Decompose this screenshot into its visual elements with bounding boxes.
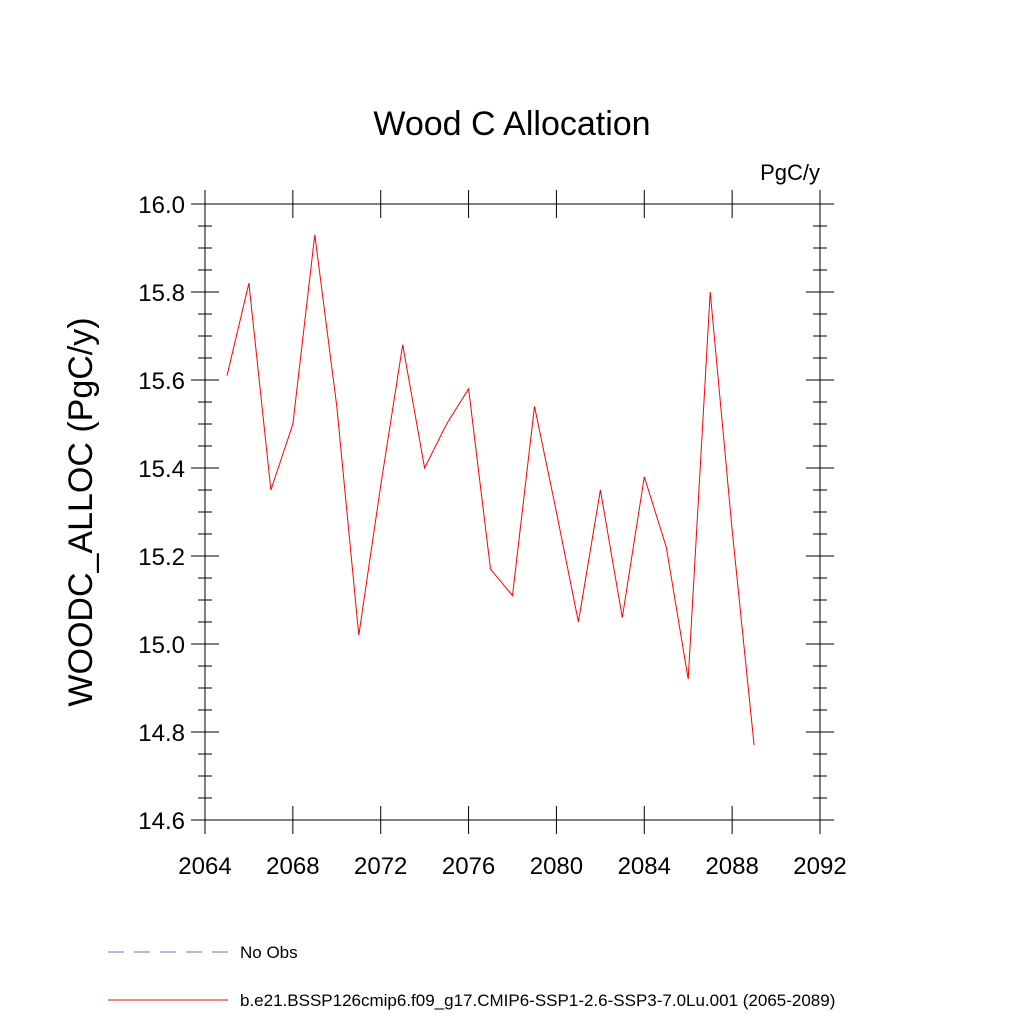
series-line — [226, 234, 755, 746]
y-tick-label: 15.6 — [138, 368, 185, 395]
legend-label: b.e21.BSSP126cmip6.f09_g17.CMIP6-SSP1-2.… — [240, 991, 835, 1010]
plot-frame — [204, 203, 821, 821]
axes: 2064 2068 2072 2076 2080 2084 2088 2092 14.6 14.8… — [138, 190, 847, 880]
x-tick-label: 2080 — [530, 853, 583, 880]
y-tick-label: 15.4 — [138, 456, 185, 483]
units-label: PgC/y — [760, 160, 820, 185]
y-tick-label: 14.8 — [138, 720, 185, 747]
x-tick-label: 2092 — [793, 853, 846, 880]
y-tick-label: 16.0 — [138, 192, 185, 219]
y-axis-label: WOODC_ALLOC (PgC/y) — [62, 317, 100, 706]
x-tick-label: 2088 — [705, 853, 758, 880]
x-tick-label: 2064 — [178, 853, 231, 880]
y-tick-label: 15.2 — [138, 544, 185, 571]
y-tick-label: 15.0 — [138, 632, 185, 659]
series-layer — [226, 234, 755, 746]
x-tick-label: 2068 — [266, 853, 319, 880]
legend-label: No Obs — [240, 943, 298, 962]
x-tick-label: 2072 — [354, 853, 407, 880]
y-tick-label: 14.6 — [138, 808, 185, 835]
x-tick-label: 2076 — [442, 853, 495, 880]
x-tick-label: 2084 — [618, 853, 671, 880]
chart-title: Wood C Allocation — [373, 105, 650, 143]
legend: No Obs b.e21.BSSP126cmip6.f09_g17.CMIP6-S… — [108, 943, 835, 1010]
y-tick-label: 15.8 — [138, 280, 185, 307]
